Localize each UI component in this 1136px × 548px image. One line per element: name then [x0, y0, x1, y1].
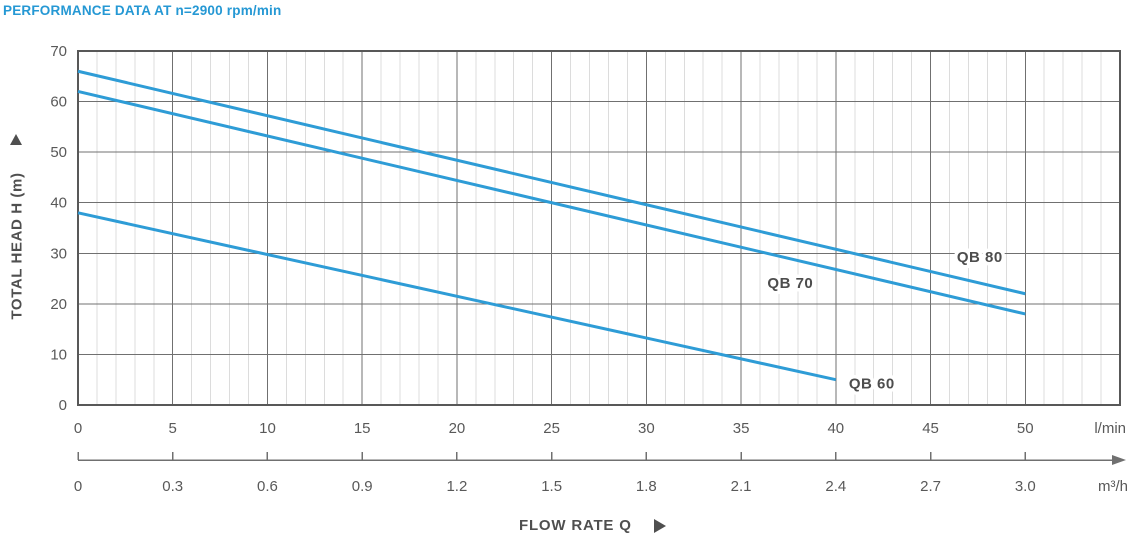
x-tick-label-lmin: 35 — [733, 420, 750, 437]
x-tick-label-lmin: 50 — [1017, 420, 1034, 437]
x-tick-label-m3h: 1.8 — [636, 478, 657, 495]
y-tick-label: 0 — [59, 397, 67, 414]
up-arrow-icon — [10, 134, 22, 145]
x-tick-label-lmin: 5 — [169, 420, 177, 437]
x-tick-label-m3h: 1.5 — [541, 478, 562, 495]
curve-label-qb-70: QB 70 — [767, 275, 813, 292]
x-tick-label-m3h: 0.9 — [352, 478, 373, 495]
x-axis-label: FLOW RATE Q — [519, 517, 632, 534]
curve-qb-70 — [77, 89, 1026, 316]
x-tick-label-lmin: 25 — [543, 420, 560, 437]
x-tick-label-lmin: 40 — [827, 420, 844, 437]
curve-label-qb-80: QB 80 — [957, 249, 1003, 266]
right-arrow-icon — [653, 518, 666, 533]
curve-label-qb-60: QB 60 — [849, 375, 895, 392]
y-tick-label: 40 — [50, 195, 67, 212]
y-tick-label: 50 — [50, 144, 67, 161]
x-tick-label-lmin: 30 — [638, 420, 655, 437]
x-tick-label-lmin: 45 — [922, 420, 939, 437]
x-tick-label-m3h: 2.4 — [825, 478, 846, 495]
curve-qb-80 — [77, 69, 1026, 296]
y-tick-label: 60 — [50, 94, 67, 111]
x-tick-label-m3h: 1.2 — [446, 478, 467, 495]
plot-border — [77, 50, 1121, 406]
y-tick-label: 10 — [50, 346, 67, 363]
y-tick-label: 20 — [50, 296, 67, 313]
x-unit-secondary: m³/h — [1098, 478, 1128, 495]
y-tick-label: 70 — [50, 43, 67, 60]
curve-qb-60 — [77, 211, 837, 382]
x-tick-label-m3h: 3.0 — [1015, 478, 1036, 495]
x-tick-label-lmin: 15 — [354, 420, 371, 437]
x-axis-label-group: FLOW RATE Q — [519, 517, 666, 534]
y-tick-label: 30 — [50, 245, 67, 262]
x-tick-label-lmin: 10 — [259, 420, 276, 437]
x-tick-label-lmin: 20 — [449, 420, 466, 437]
x-tick-label-m3h: 0.6 — [257, 478, 278, 495]
x-tick-label-m3h: 0 — [74, 478, 82, 495]
x-tick-label-m3h: 0.3 — [162, 478, 183, 495]
x-unit-primary: l/min — [1094, 420, 1126, 437]
x-tick-label-m3h: 2.7 — [920, 478, 941, 495]
secondary-axis-arrow-icon — [1112, 455, 1126, 465]
x-tick-label-m3h: 2.1 — [731, 478, 752, 495]
x-tick-label-lmin: 0 — [74, 420, 82, 437]
page-title: PERFORMANCE DATA AT n=2900 rpm/min — [3, 3, 282, 18]
